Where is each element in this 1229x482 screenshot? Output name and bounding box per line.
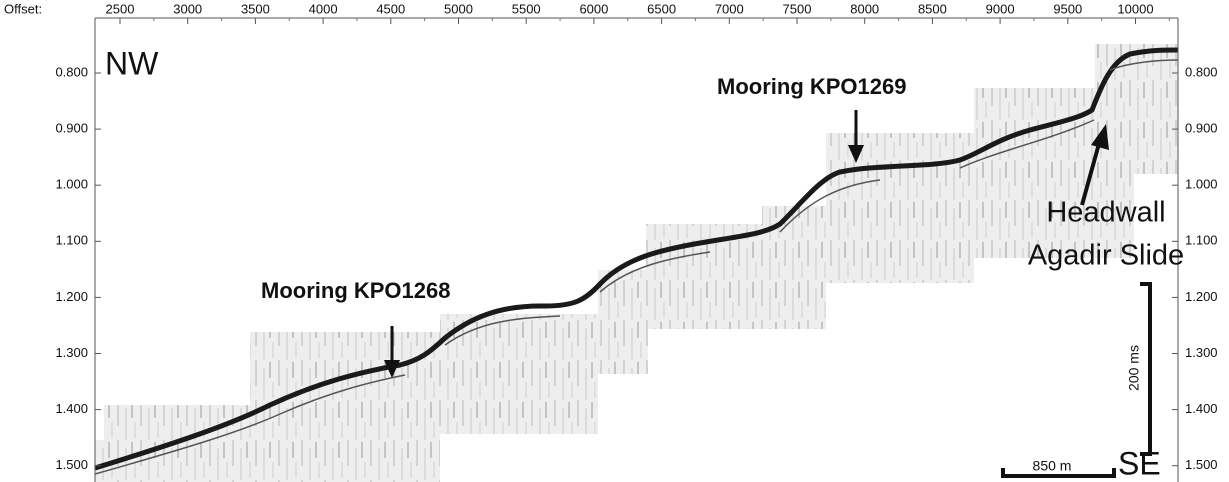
offset-tick-label: 8000 (850, 1, 879, 16)
time-tick-label: 1.300 (1185, 345, 1218, 360)
time-tick-label: 0.800 (1185, 64, 1218, 79)
offset-tick-label: 6000 (579, 1, 608, 16)
offset-tick-label: 8500 (918, 1, 947, 16)
time-tick-label: 1.000 (55, 177, 88, 192)
time-tick-label: 0.900 (1185, 121, 1218, 136)
offset-tick-label: 6500 (647, 1, 676, 16)
headwall-label: Headwall (1046, 197, 1165, 229)
time-tick-label: 1.400 (1185, 401, 1218, 416)
time-tick-label: 1.300 (55, 345, 88, 360)
nw-label: NW (105, 45, 159, 81)
time-tick-label: 0.800 (55, 64, 88, 79)
time-tick-label: 1.000 (1185, 177, 1218, 192)
mooring-label: Mooring KPO1268 (261, 278, 450, 303)
seismic-figure: Offset: NW SE Mooring KPO1268 Mooring KP… (0, 0, 1229, 482)
offset-tick-label: 3000 (173, 1, 202, 16)
offset-tick-label: 7500 (783, 1, 812, 16)
offset-tick-label: 4000 (309, 1, 338, 16)
time-tick-label: 0.900 (55, 121, 88, 136)
time-scale-label: 200 ms (1126, 345, 1142, 391)
time-tick-label: 1.100 (55, 233, 88, 248)
se-label: SE (1118, 445, 1161, 481)
time-tick-label: 1.100 (1185, 233, 1218, 248)
time-tick-label: 1.500 (55, 457, 88, 472)
offset-label: Offset: (4, 1, 42, 16)
time-tick-label: 1.500 (1185, 457, 1218, 472)
offset-tick-label: 7000 (715, 1, 744, 16)
offset-tick-label: 10000 (1117, 1, 1153, 16)
offset-tick-label: 5500 (512, 1, 541, 16)
offset-tick-label: 9000 (986, 1, 1015, 16)
time-tick-label: 1.400 (55, 401, 88, 416)
headwall-label: Agadir Slide (1028, 240, 1184, 272)
offset-tick-label: 2500 (106, 1, 135, 16)
offset-tick-label: 9500 (1053, 1, 1082, 16)
seismic-blocks (95, 44, 1178, 482)
distance-scale-label: 850 m (1033, 458, 1072, 474)
time-tick-label: 1.200 (1185, 289, 1218, 304)
mooring-label: Mooring KPO1269 (717, 74, 906, 99)
time-tick-label: 1.200 (55, 289, 88, 304)
offset-tick-label: 4500 (376, 1, 405, 16)
offset-tick-label: 3500 (241, 1, 270, 16)
offset-tick-label: 5000 (444, 1, 473, 16)
